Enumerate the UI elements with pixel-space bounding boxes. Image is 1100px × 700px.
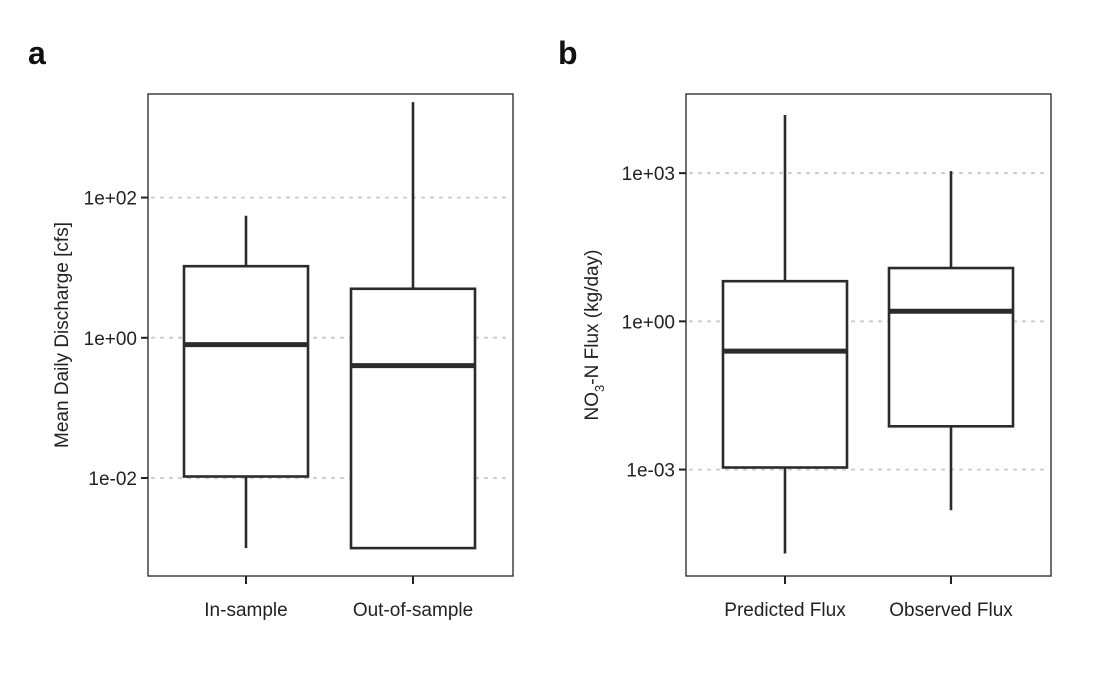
panel-a-tag: a [28,35,46,71]
box-iqr [182,264,310,478]
panel-b-y-axis: 1e-03 1e+00 1e+03 [622,164,686,482]
panel-b-y-tick-label: 1e+03 [622,164,675,185]
panel-b-x-axis: Predicted Flux Observed Flux [724,576,1013,621]
panel-a-y-tick-label: 1e+02 [84,189,137,210]
panel-a-boxes [182,102,477,550]
panel-b-tag: b [558,35,578,71]
panel-b-y-axis-title-sub: 3 [592,385,607,392]
panel-a-x-tick-label: Out-of-sample [353,600,473,621]
panel-b: b 1e-03 1e+00 1e+03 Predicted Flux Observed… [558,35,1052,621]
panel-b-box-1 [887,171,1015,511]
panel-a-x-axis: In-sample Out-of-sample [204,576,473,621]
box-iqr [349,287,477,550]
box-iqr [887,266,1015,428]
panel-b-box-0 [721,115,849,554]
panel-a-y-axis-title: Mean Daily Discharge [cfs] [52,222,73,448]
panel-a-y-tick-label: 1e+00 [84,329,137,350]
panel-a-frame [147,93,514,577]
panel-b-x-tick-label: Predicted Flux [724,600,846,621]
panel-a-box-1 [349,102,477,550]
panel-a-y-tick-label: 1e-02 [88,469,137,490]
panel-b-frame [685,93,1052,577]
panel-a-x-tick-label: In-sample [204,600,287,621]
panel-b-y-axis-title-pre: NO [582,392,603,421]
panel-b-y-tick-label: 1e+00 [622,312,675,333]
panel-b-y-tick-label: 1e-03 [626,461,675,482]
panel-a-box-0 [182,215,310,549]
panel-b-x-tick-label: Observed Flux [889,600,1013,621]
panel-a: a 1e-02 1e+00 1e+02 In-sample Out-of-sample… [28,35,514,621]
panel-b-y-axis-title-post: -N Flux (kg/day) [582,250,603,385]
box-iqr [721,279,849,469]
panel-b-y-axis-title: NO3-N Flux (kg/day) [582,250,607,421]
panel-a-y-axis: 1e-02 1e+00 1e+02 [84,189,148,490]
panel-b-boxes [721,115,1015,554]
